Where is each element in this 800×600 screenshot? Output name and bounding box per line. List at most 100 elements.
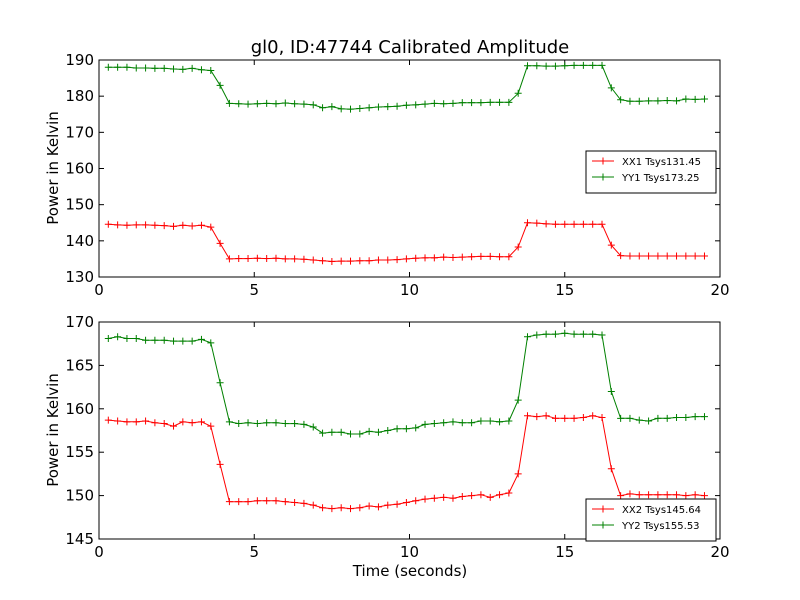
data-point (328, 428, 336, 436)
data-point (505, 253, 513, 261)
data-point (244, 100, 252, 108)
data-point (551, 220, 559, 228)
data-point (291, 255, 299, 263)
data-point (635, 97, 643, 105)
data-point (617, 96, 625, 104)
data-point (337, 257, 345, 265)
data-point (598, 61, 606, 69)
bottom-ticks: 0 5 10 15 20 145 150 155 160 165 170 (65, 313, 729, 561)
data-point (272, 497, 280, 505)
data-point (663, 252, 671, 260)
data-point (235, 420, 243, 428)
data-point (449, 99, 457, 107)
y-tick-label: 170 (65, 123, 94, 141)
data-point (365, 257, 373, 265)
data-point (104, 416, 112, 424)
data-point (263, 99, 271, 107)
data-point (635, 252, 643, 260)
data-point (197, 418, 205, 426)
data-point (263, 255, 271, 263)
legend-marker (599, 505, 607, 513)
data-point (356, 104, 364, 112)
data-point (319, 257, 327, 265)
data-point (356, 430, 364, 438)
data-point (570, 61, 578, 69)
y-tick-label: 150 (65, 196, 94, 214)
data-point (607, 465, 615, 473)
data-point (132, 334, 140, 342)
legend-box (585, 150, 717, 194)
data-point (579, 413, 587, 421)
data-point (151, 64, 159, 72)
y-tick-label: 180 (65, 87, 94, 105)
data-point (319, 504, 327, 512)
data-point (374, 103, 382, 111)
data-point (700, 95, 708, 103)
data-point (235, 100, 243, 108)
data-point (114, 63, 122, 71)
data-point (319, 104, 327, 112)
data-point (589, 412, 597, 420)
data-point (486, 493, 494, 501)
data-point (412, 101, 420, 109)
bottom-y-axis-label: Power in Kelvin (44, 373, 62, 487)
y-tick-label: 150 (65, 487, 94, 505)
y-tick-label: 155 (65, 443, 94, 461)
data-point (142, 336, 150, 344)
data-point (179, 65, 187, 73)
data-point (253, 254, 261, 262)
data-point (607, 241, 615, 249)
data-point (691, 95, 699, 103)
data-point (468, 419, 476, 427)
data-point (430, 99, 438, 107)
data-point (561, 414, 569, 422)
data-point (216, 379, 224, 387)
x-tick-label: 5 (249, 543, 259, 561)
top-legend: XX1 Tsys131.45 YY1 Tsys173.25 (585, 150, 717, 194)
data-point (207, 223, 215, 231)
data-point (496, 418, 504, 426)
data-point (291, 499, 299, 507)
data-point (514, 470, 522, 478)
data-point (654, 97, 662, 105)
data-point (365, 427, 373, 435)
top-ticks: 0 5 10 15 20 130 140 150 160 170 180 190 (65, 51, 729, 299)
y-tick-label: 130 (65, 268, 94, 286)
legend-marker (599, 173, 607, 181)
data-point (170, 422, 178, 430)
data-point (272, 254, 280, 262)
data-point (523, 412, 531, 420)
data-point (104, 63, 112, 71)
data-point (309, 501, 317, 509)
data-point (188, 419, 196, 427)
bottom-legend: XX2 Tsys145.64 YY2 Tsys155.53 (585, 498, 717, 542)
data-point (589, 220, 597, 228)
data-point (645, 491, 653, 499)
data-point (337, 504, 345, 512)
data-point (123, 334, 131, 342)
data-point (663, 491, 671, 499)
data-point (402, 499, 410, 507)
data-point (635, 416, 643, 424)
x-tick-label: 0 (94, 543, 104, 561)
data-point (225, 99, 233, 107)
top-y-axis-label: Power in Kelvin (44, 111, 62, 225)
data-point (673, 252, 681, 260)
x-tick-label: 20 (710, 281, 729, 299)
legend-label: YY1 Tsys173.25 (621, 173, 700, 184)
x-tick-label: 5 (249, 281, 259, 299)
data-point (533, 331, 541, 339)
data-point (617, 492, 625, 500)
data-point (542, 220, 550, 228)
data-point (253, 100, 261, 108)
data-point (440, 493, 448, 501)
data-point (542, 412, 550, 420)
data-point (281, 255, 289, 263)
data-point (393, 256, 401, 264)
data-point (579, 330, 587, 338)
data-point (160, 336, 168, 344)
data-point (440, 419, 448, 427)
legend-label: XX2 Tsys145.64 (622, 505, 701, 516)
data-point (449, 494, 457, 502)
data-point (617, 414, 625, 422)
